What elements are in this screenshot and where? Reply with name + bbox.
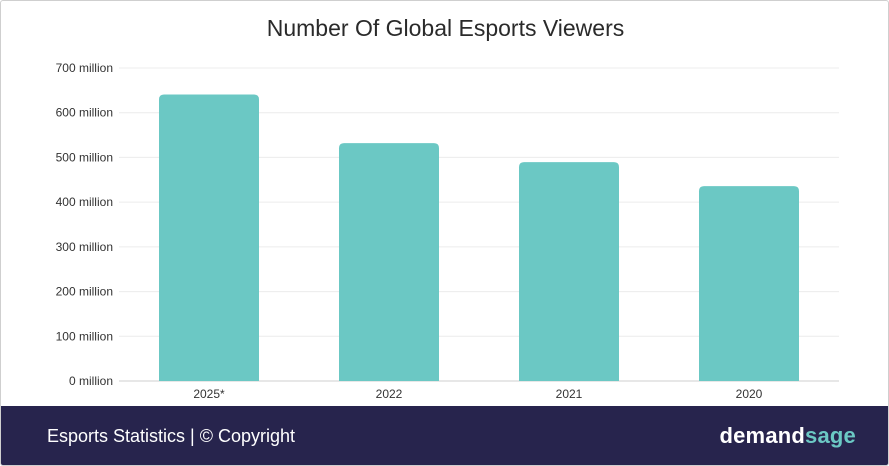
y-tick-label: 200 million <box>56 285 113 299</box>
x-tick-label: 2022 <box>376 387 403 401</box>
y-tick-label: 0 million <box>69 374 113 388</box>
brand-logo: demandsage <box>719 423 856 449</box>
x-tick-label: 2025* <box>193 387 225 401</box>
bar-2021 <box>519 162 619 381</box>
footer-bar: Esports Statistics | © Copyright demands… <box>1 406 888 465</box>
bars <box>159 94 799 381</box>
bar-chart: 0 million 100 million 200 million 300 milli… <box>56 61 839 401</box>
y-tick-label: 400 million <box>56 195 113 209</box>
y-tick-label: 300 million <box>56 240 113 254</box>
y-tick-label: 500 million <box>56 150 113 164</box>
bar-2025 <box>159 94 259 381</box>
x-tick-label: 2021 <box>556 387 583 401</box>
x-tick-label: 2020 <box>736 387 763 401</box>
y-tick-label: 100 million <box>56 329 113 343</box>
bar-2020 <box>699 186 799 381</box>
y-tick-label: 600 million <box>56 106 113 120</box>
y-tick-label: 700 million <box>56 61 113 75</box>
y-axis-ticks: 0 million 100 million 200 million 300 milli… <box>56 61 113 388</box>
brand-logo-part2: sage <box>805 423 856 448</box>
footer-copyright: Esports Statistics | © Copyright <box>47 426 296 446</box>
x-axis-ticks: 2025* 2022 2021 2020 <box>193 387 762 401</box>
chart-title: Number Of Global Esports Viewers <box>266 15 625 41</box>
brand-logo-part1: demand <box>719 423 806 448</box>
bar-2022 <box>339 143 439 381</box>
